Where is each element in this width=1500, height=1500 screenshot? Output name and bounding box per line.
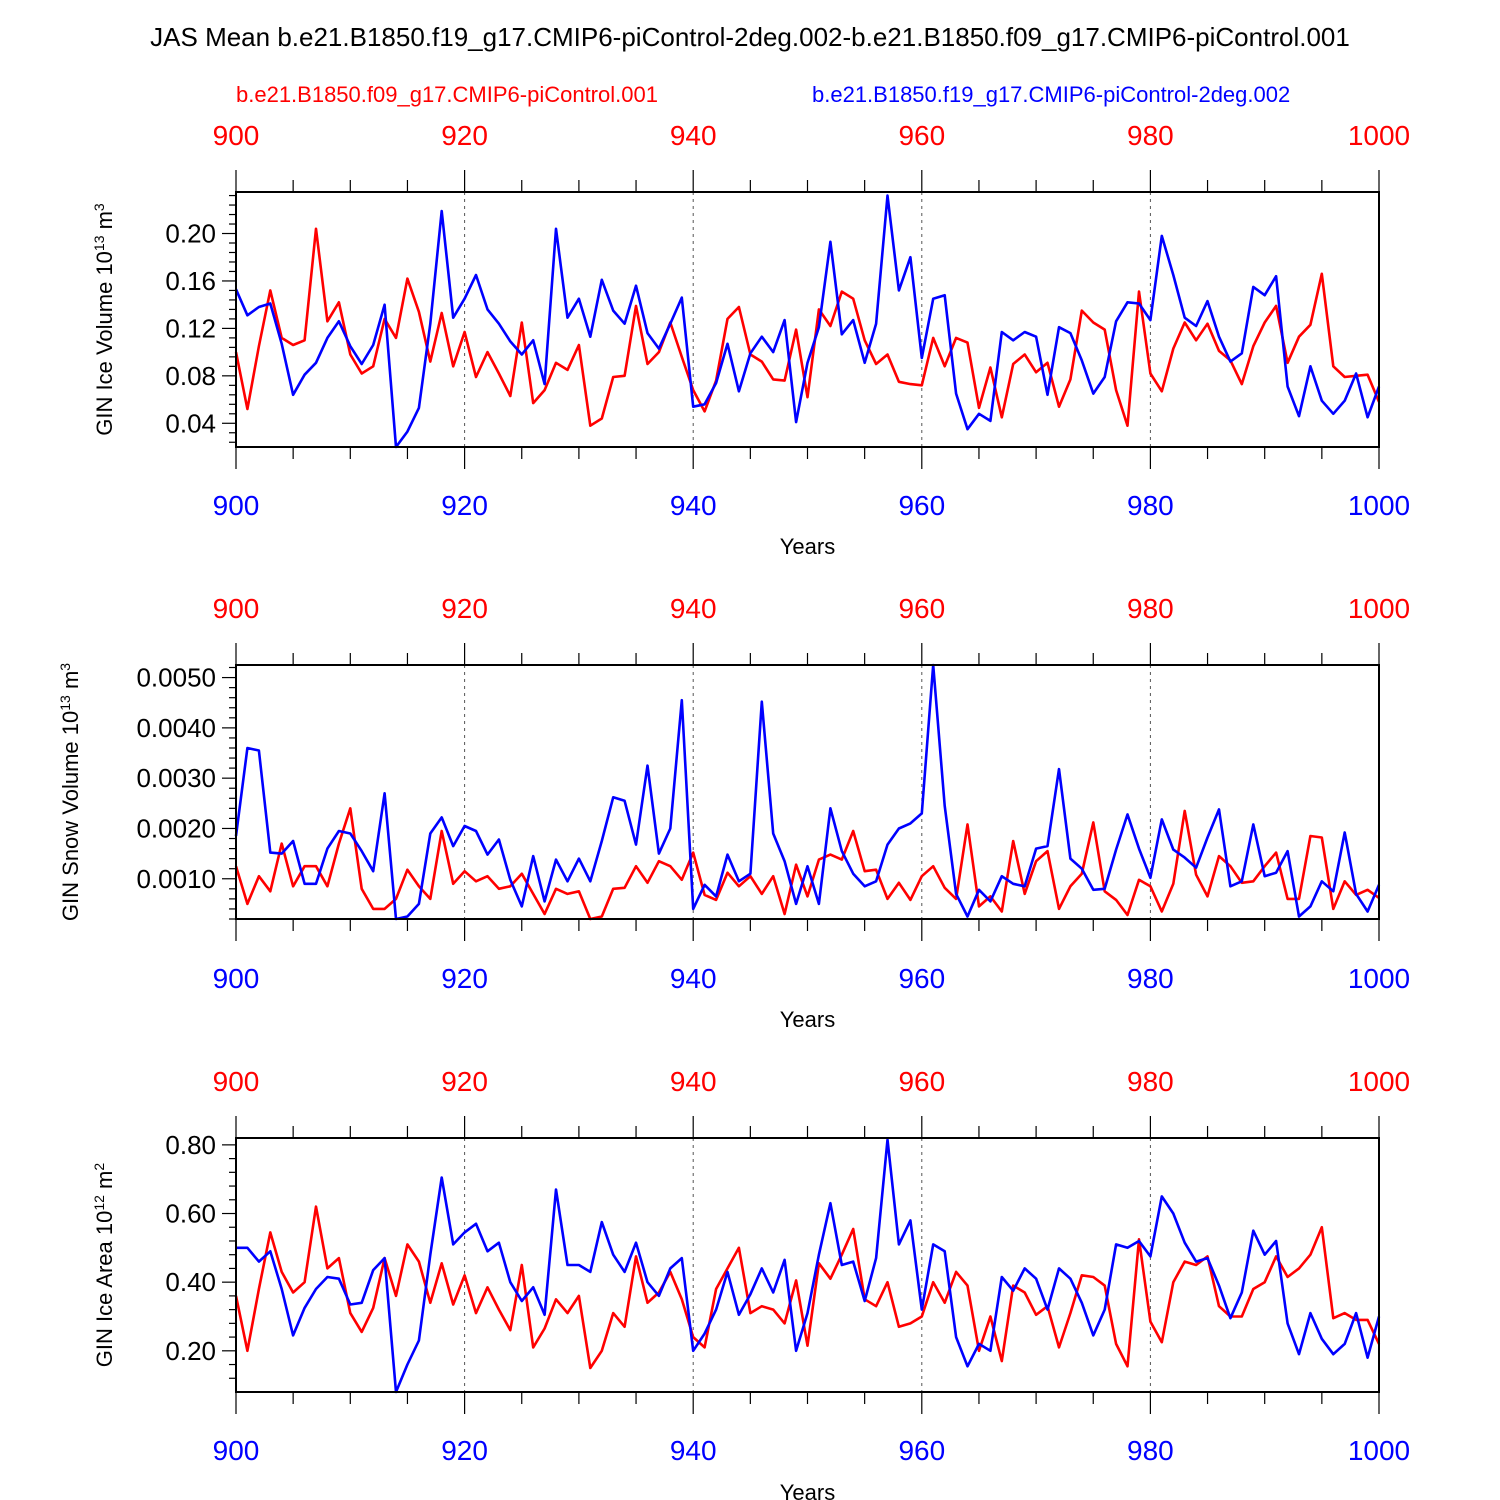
y-axis-label-unit: m [58, 671, 83, 695]
x-top-tick-label: 900 [213, 1066, 260, 1097]
plot-frame [235, 191, 1380, 448]
y-axis-label-unit-exponent: 3 [91, 203, 107, 211]
series-red-line [234, 806, 1380, 921]
x-top-tick-label: 960 [898, 120, 945, 151]
series-red-line [234, 1205, 1381, 1370]
x-bottom-tick-label: 900 [213, 1435, 260, 1466]
x-bottom-tick-label: 1000 [1348, 1435, 1410, 1466]
series-blue-line [234, 663, 1381, 921]
y-tick-label: 0.0040 [136, 713, 216, 743]
x-bottom-tick-label: 980 [1127, 1435, 1174, 1466]
y-axis-label-exponent: 13 [91, 235, 107, 251]
x-bottom-tick-label: 960 [898, 490, 945, 521]
x-axis-label: Years [780, 534, 835, 559]
x-top-tick-label: 960 [898, 593, 945, 624]
y-tick-label: 0.60 [165, 1199, 216, 1229]
y-axis-label-unit-exponent: 3 [57, 663, 73, 671]
y-tick-label: 0.20 [165, 1336, 216, 1366]
x-bottom-tick-label: 900 [213, 963, 260, 994]
x-top-tick-label: 960 [898, 1066, 945, 1097]
series-red-line [234, 227, 1381, 428]
x-bottom-tick-label: 960 [898, 963, 945, 994]
x-bottom-tick-label: 900 [213, 490, 260, 521]
x-top-tick-label: 980 [1127, 120, 1174, 151]
x-top-tick-label: 1000 [1348, 120, 1410, 151]
series-blue-line [234, 194, 1381, 449]
x-bottom-tick-label: 940 [670, 963, 717, 994]
x-top-tick-label: 900 [213, 120, 260, 151]
x-top-tick-label: 1000 [1348, 593, 1410, 624]
y-tick-label: 0.0030 [136, 763, 216, 793]
plot-frame [235, 664, 1380, 920]
x-bottom-tick-label: 960 [898, 1435, 945, 1466]
y-axis-label: GIN Ice Area 1012 m2 [91, 1163, 117, 1368]
x-bottom-tick-label: 1000 [1348, 490, 1410, 521]
x-bottom-tick-label: 940 [670, 1435, 717, 1466]
x-top-tick-label: 920 [441, 1066, 488, 1097]
y-axis-label-main: GIN Ice Volume 10 [92, 251, 117, 436]
y-tick-label: 0.0020 [136, 813, 216, 843]
y-tick-label: 0.80 [165, 1130, 216, 1160]
y-axis-label-main: GIN Ice Area 10 [92, 1211, 117, 1368]
x-bottom-tick-label: 920 [441, 963, 488, 994]
y-tick-label: 0.08 [165, 361, 216, 391]
y-axis-label: GIN Snow Volume 1013 m3 [57, 663, 83, 921]
y-axis-label: GIN Ice Volume 1013 m3 [91, 203, 117, 436]
x-top-tick-label: 920 [441, 593, 488, 624]
x-top-tick-label: 940 [670, 1066, 717, 1097]
x-top-tick-label: 980 [1127, 593, 1174, 624]
y-tick-label: 0.16 [165, 266, 216, 296]
y-tick-label: 0.0050 [136, 663, 216, 693]
y-axis-label-unit: m [92, 211, 117, 235]
figure-title: JAS Mean b.e21.B1850.f19_g17.CMIP6-piCon… [150, 22, 1350, 52]
x-top-tick-label: 940 [670, 593, 717, 624]
x-top-tick-label: 940 [670, 120, 717, 151]
y-axis-label-exponent: 13 [57, 695, 73, 711]
x-bottom-tick-label: 980 [1127, 490, 1174, 521]
x-bottom-tick-label: 920 [441, 1435, 488, 1466]
legend-blue-label: b.e21.B1850.f19_g17.CMIP6-piControl-2deg… [812, 82, 1291, 107]
x-top-tick-label: 900 [213, 593, 260, 624]
panel-3: 0.20 0.40 0.60 0.80 900 900 920 920 940 940 960 960… [91, 1066, 1410, 1500]
y-tick-label: 0.20 [165, 219, 216, 249]
y-axis-label-exponent: 12 [91, 1195, 107, 1211]
y-tick-label: 0.04 [165, 408, 216, 438]
panel-1: 0.04 0.08 0.12 0.16 0.20 900 900 920 920 940 940 96… [91, 120, 1410, 559]
x-bottom-tick-label: 1000 [1348, 963, 1410, 994]
legend-red-label: b.e21.B1850.f09_g17.CMIP6-piControl.001 [236, 82, 658, 107]
plot-frame [235, 1137, 1380, 1393]
x-top-tick-label: 980 [1127, 1066, 1174, 1097]
series-blue-line [236, 1138, 1381, 1394]
x-bottom-tick-label: 940 [670, 490, 717, 521]
x-top-tick-label: 1000 [1348, 1066, 1410, 1097]
y-tick-label: 0.0010 [136, 864, 216, 894]
y-axis-label-unit-exponent: 2 [91, 1163, 107, 1171]
y-axis-label-unit: m [92, 1171, 117, 1195]
x-axis-label: Years [780, 1007, 835, 1032]
x-bottom-tick-label: 980 [1127, 963, 1174, 994]
panel-2: 0.0010 0.0020 0.0030 0.0040 0.0050 900 900 920 9… [57, 593, 1410, 1032]
y-axis-label-main: GIN Snow Volume 10 [58, 711, 83, 921]
x-top-tick-label: 920 [441, 120, 488, 151]
y-tick-label: 0.12 [165, 313, 216, 343]
x-axis-label: Years [780, 1480, 835, 1500]
x-bottom-tick-label: 920 [441, 490, 488, 521]
y-tick-label: 0.40 [165, 1267, 216, 1297]
